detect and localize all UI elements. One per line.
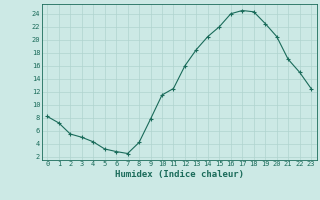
X-axis label: Humidex (Indice chaleur): Humidex (Indice chaleur) (115, 170, 244, 179)
